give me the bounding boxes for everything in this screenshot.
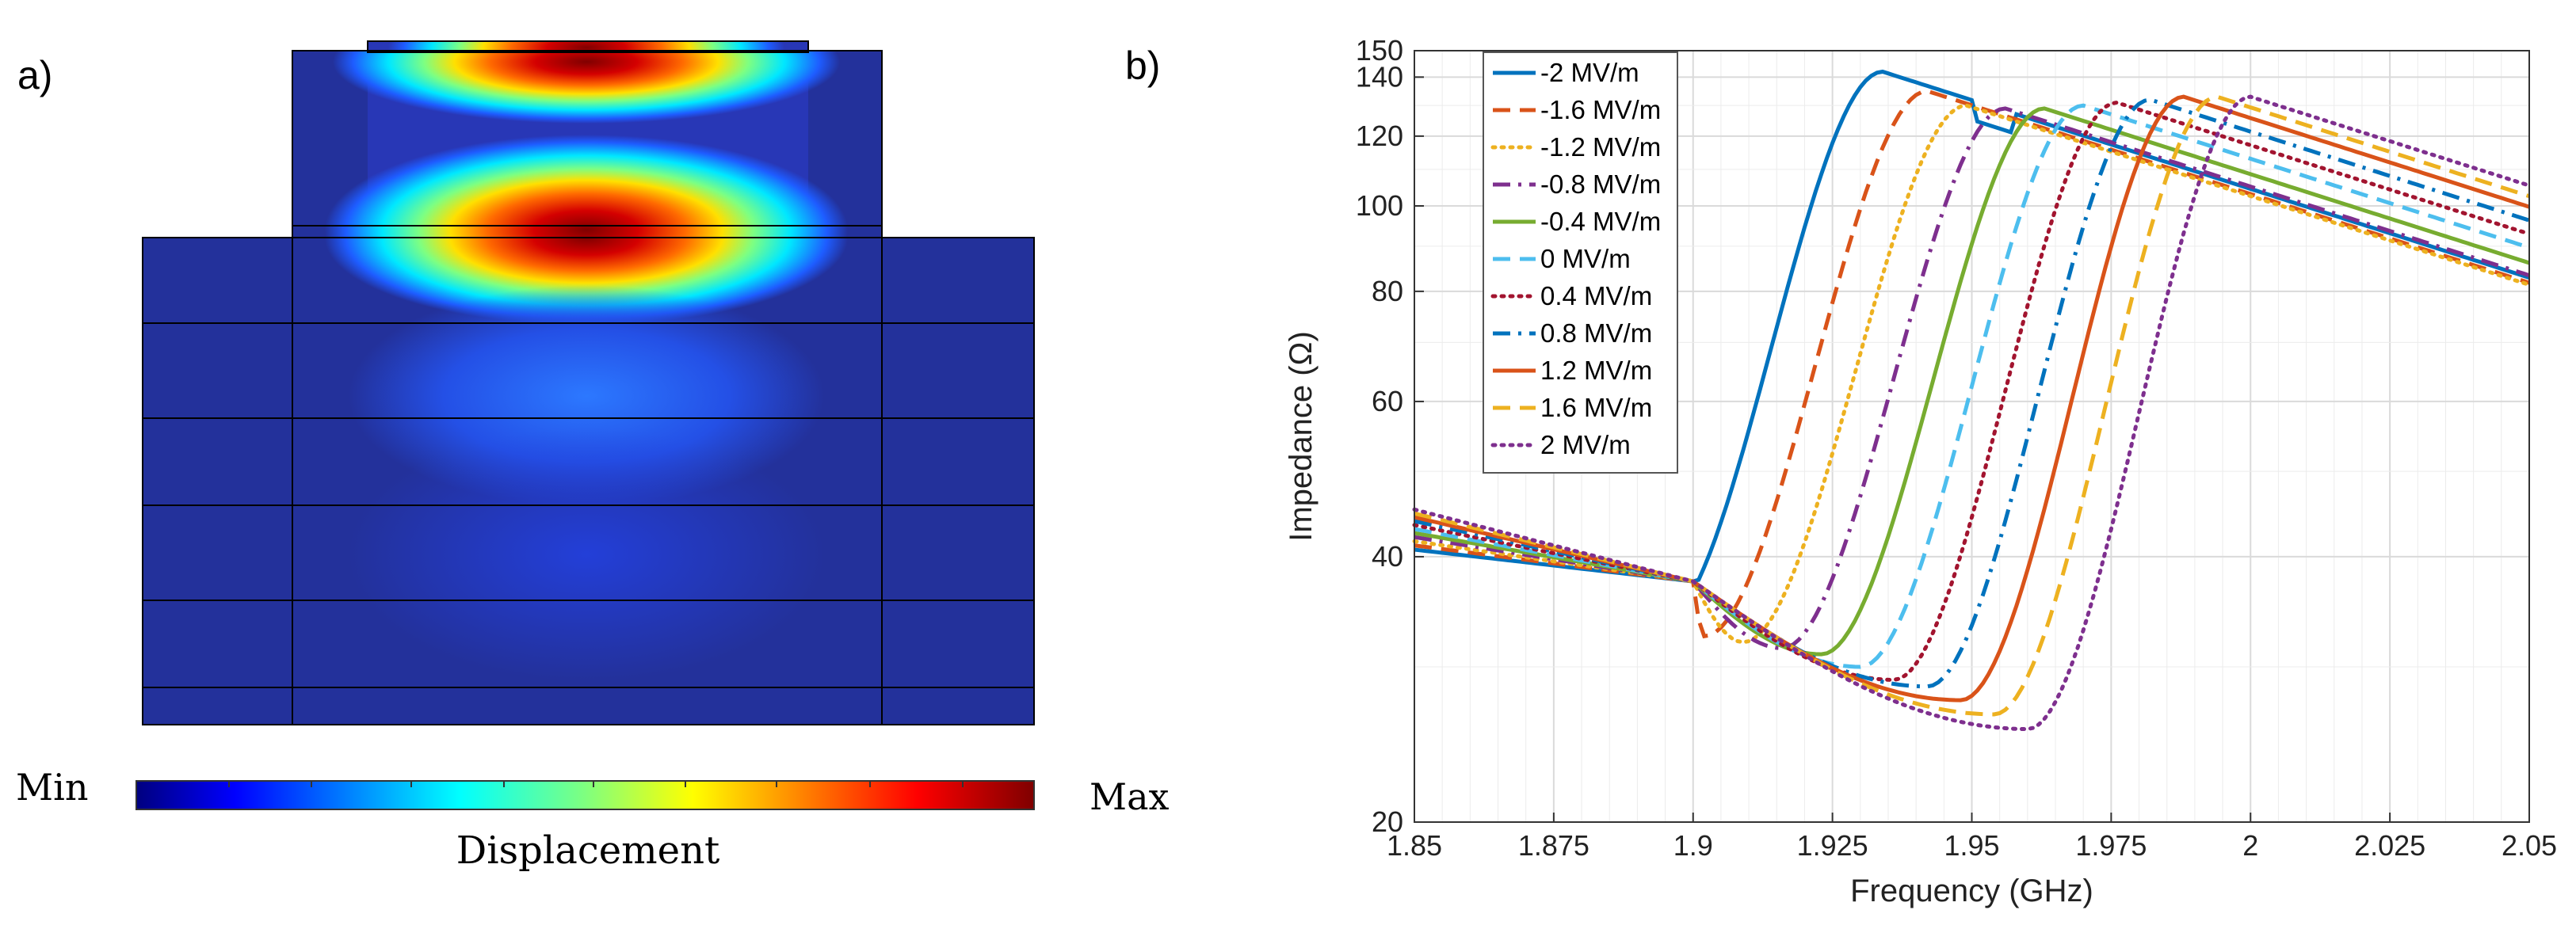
y-tick-label: 40 xyxy=(1372,540,1403,573)
colorbar-min-label: Min xyxy=(16,766,88,809)
legend-entry: 0.4 MV/m xyxy=(1540,281,1652,310)
colorbar-title: Displacement xyxy=(456,828,720,873)
legend-entry: 0 MV/m xyxy=(1540,244,1631,273)
series-line xyxy=(1414,103,2530,669)
x-tick-label: 1.85 xyxy=(1387,829,1442,862)
legend-entry: -0.8 MV/m xyxy=(1540,169,1661,199)
panel-b-label: b) xyxy=(1125,44,1160,88)
impedance-chart: 1.85 1.875 1.9 1.925 1.95 1.975 2 2.025 2.05 20 4… xyxy=(1284,34,2557,908)
y-tick-label: 80 xyxy=(1372,275,1403,307)
colorbar-max-label: Max xyxy=(1090,775,1170,818)
plot-lines xyxy=(1412,69,2532,732)
y-tick-label: 100 xyxy=(1356,189,1403,222)
y-tick-label: 120 xyxy=(1356,120,1403,152)
legend-entry: 1.6 MV/m xyxy=(1540,393,1652,422)
x-tick-label: 1.95 xyxy=(1944,829,1999,862)
legend-entry: 1.2 MV/m xyxy=(1540,356,1652,385)
displacement-field-plot xyxy=(142,40,1035,725)
legend-entry: -1.2 MV/m xyxy=(1540,132,1661,162)
x-tick-label: 1.875 xyxy=(1518,829,1589,862)
x-tick-label: 1.9 xyxy=(1673,829,1713,862)
x-tick-label: 2.05 xyxy=(2502,829,2557,862)
y-axis-label: Impedance (Ω) xyxy=(1284,331,1319,542)
legend-entry: -0.4 MV/m xyxy=(1540,207,1661,236)
colorbar: Min Max Displacement xyxy=(16,766,1170,873)
colorbar-gradient xyxy=(135,780,1035,810)
y-tick-label: 150 xyxy=(1356,34,1403,67)
y-tick-label: 140 xyxy=(1356,60,1403,93)
legend-entry: 0.8 MV/m xyxy=(1540,318,1652,348)
series-line xyxy=(1412,100,2532,682)
x-axis-ticks: 1.85 1.875 1.9 1.925 1.95 1.975 2 2.025 2.05 xyxy=(1387,813,2557,862)
legend-entry: 2 MV/m xyxy=(1540,430,1631,459)
legend-entry: -2 MV/m xyxy=(1540,58,1639,87)
series-line xyxy=(1412,94,2532,732)
panel-b: b) 1.85 1.875 1.9 1.925 1.95 1.975 2 2.025 2.05 … xyxy=(1125,34,2557,908)
x-tick-label: 2 xyxy=(2242,829,2258,862)
x-tick-label: 1.925 xyxy=(1797,829,1868,862)
x-tick-label: 2.025 xyxy=(2354,829,2425,862)
series-line xyxy=(1414,69,2530,584)
series-line xyxy=(1412,103,2532,645)
panel-a-label: a) xyxy=(17,53,52,97)
x-axis-label: Frequency (GHz) xyxy=(1850,874,2093,908)
y-tick-label: 20 xyxy=(1372,805,1403,838)
legend-box xyxy=(1483,51,1678,474)
legend-entry: -1.6 MV/m xyxy=(1540,95,1661,124)
y-tick-label: 60 xyxy=(1372,385,1403,417)
panel-a: a) xyxy=(16,40,1170,873)
legend: -2 MV/m -1.6 MV/m -1.2 MV/m -0.8 MV/m -0.4 M… xyxy=(1483,51,1678,474)
x-tick-label: 1.975 xyxy=(2075,829,2147,862)
